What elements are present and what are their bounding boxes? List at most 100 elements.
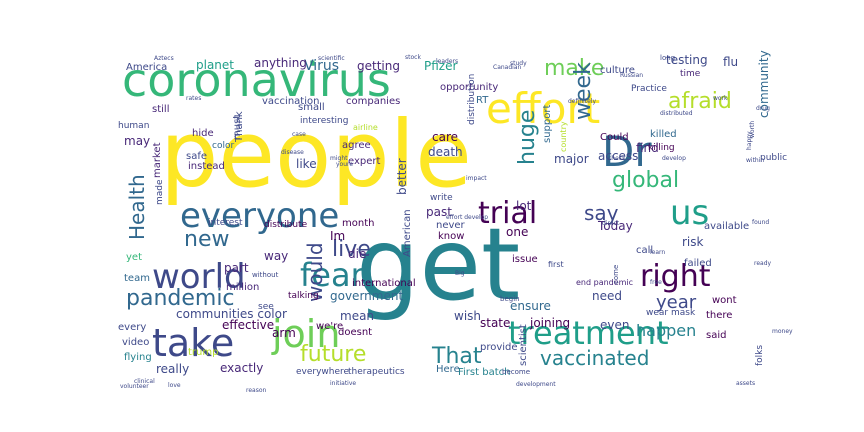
cloud-word: stock: [405, 54, 421, 61]
cloud-word: afraid: [668, 89, 732, 114]
cloud-word: rates: [186, 95, 201, 102]
cloud-word: disease: [281, 149, 304, 156]
cloud-word: call: [636, 245, 653, 256]
cloud-word: every: [118, 322, 146, 333]
cloud-word: one: [506, 225, 528, 239]
cloud-word: team: [124, 273, 150, 284]
cloud-word: year: [656, 292, 697, 313]
cloud-word: provide: [480, 342, 518, 353]
cloud-word: definitely: [568, 98, 596, 105]
cloud-word: see: [258, 302, 274, 312]
cloud-word: human: [118, 121, 149, 131]
cloud-word: Today: [597, 219, 633, 233]
cloud-word: learn: [650, 249, 665, 256]
cloud-word: state: [480, 316, 510, 330]
cloud-word: wont: [712, 295, 737, 306]
cloud-word: Dr: [602, 127, 652, 176]
cloud-word: begin: [500, 295, 520, 303]
cloud-word: communities color: [176, 307, 287, 321]
cloud-word: come: [612, 265, 620, 284]
cloud-word: direct: [602, 220, 620, 227]
cloud-word: instead: [188, 161, 225, 172]
cloud-word: interesting: [300, 116, 348, 126]
cloud-word: talking: [288, 291, 319, 301]
cloud-word: government: [330, 289, 403, 303]
cloud-word: care: [432, 130, 458, 144]
cloud-word: development: [516, 381, 556, 388]
cloud-word: better: [395, 158, 409, 195]
cloud-word: opportunity: [440, 82, 498, 93]
cloud-word: distribute: [264, 220, 308, 230]
cloud-word: market: [152, 142, 163, 178]
cloud-word: get: [356, 206, 520, 323]
cloud-word: risk: [682, 235, 704, 249]
cloud-word: join: [271, 312, 340, 356]
cloud-word: drug: [756, 105, 770, 112]
cloud-word: huge: [515, 110, 540, 165]
cloud-word: happen: [636, 321, 696, 340]
cloud-word: issue: [512, 254, 538, 265]
cloud-word: country: [559, 121, 568, 152]
cloud-word: worth: [749, 121, 756, 138]
cloud-word: must: [232, 115, 243, 140]
cloud-word: death: [428, 145, 463, 159]
cloud-word: planet: [196, 58, 234, 72]
cloud-word: arm: [272, 326, 296, 340]
cloud-word: might: [330, 155, 348, 162]
cloud-word: scientific: [318, 55, 345, 62]
cloud-word: trial: [478, 196, 537, 231]
cloud-word: support: [542, 105, 553, 143]
cloud-word: America: [126, 62, 167, 73]
cloud-word: pandemic: [126, 286, 235, 311]
cloud-word: would: [303, 242, 327, 302]
cloud-word: mean: [340, 309, 374, 323]
cloud-word: live: [332, 237, 371, 262]
cloud-word: interest: [208, 218, 243, 228]
cloud-word: us: [670, 193, 709, 233]
cloud-word: Practice: [631, 84, 667, 94]
cloud-word: Russian: [620, 72, 643, 79]
cloud-word: culture: [600, 65, 635, 76]
cloud-word: may: [124, 134, 150, 148]
cloud-word: That: [431, 344, 482, 369]
cloud-word: access: [598, 149, 638, 163]
cloud-word: found: [752, 219, 769, 226]
cloud-word: effort develop: [446, 214, 488, 221]
cloud-word: small: [298, 102, 325, 113]
cloud-word: long: [660, 54, 675, 62]
cloud-word: wish: [454, 309, 481, 323]
cloud-word: yet: [126, 252, 142, 263]
cloud-word: RT: [476, 95, 489, 106]
cloud-word: community: [757, 50, 771, 118]
cloud-word: effective: [222, 318, 274, 332]
cloud-word: first: [548, 260, 564, 269]
cloud-word: money: [772, 328, 793, 335]
cloud-word: Pfizer: [424, 59, 457, 73]
cloud-word: check: [608, 155, 626, 162]
cloud-word: flu: [723, 55, 738, 69]
cloud-word: new: [184, 227, 229, 252]
cloud-word: international: [352, 278, 416, 289]
cloud-word: within: [746, 157, 764, 164]
cloud-word: without: [252, 271, 279, 279]
cloud-word: folks: [755, 345, 765, 366]
cloud-word: take: [152, 321, 234, 365]
cloud-word: right: [640, 259, 711, 294]
cloud-word: become: [502, 368, 530, 376]
cloud-word: really: [156, 362, 189, 376]
cloud-word: past: [426, 205, 452, 219]
cloud-word: volunteer: [120, 383, 149, 390]
cloud-word: Virus: [304, 58, 339, 74]
cloud-word: distributed: [660, 110, 693, 117]
cloud-word: part: [224, 261, 249, 275]
cloud-word: hide: [192, 128, 214, 139]
cloud-word: public: [760, 153, 787, 163]
cloud-word: expert: [348, 156, 381, 167]
cloud-word: therapeutics: [348, 367, 405, 377]
cloud-word: say: [584, 201, 619, 225]
cloud-word: week: [571, 62, 596, 120]
cloud-word: Canadian: [493, 64, 521, 71]
cloud-word: airline: [353, 123, 378, 132]
cloud-word: Here: [436, 364, 460, 375]
